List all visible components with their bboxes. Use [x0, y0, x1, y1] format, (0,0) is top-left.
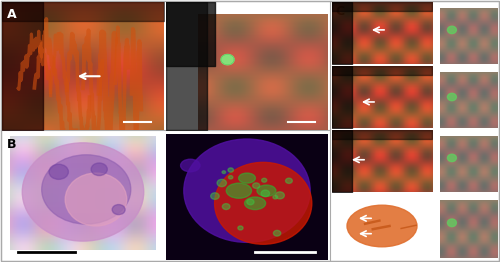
- Ellipse shape: [238, 173, 256, 183]
- Text: B: B: [7, 138, 16, 151]
- Ellipse shape: [448, 93, 456, 101]
- Ellipse shape: [274, 230, 280, 236]
- Ellipse shape: [276, 192, 284, 199]
- Circle shape: [112, 205, 125, 215]
- Circle shape: [91, 163, 108, 176]
- Ellipse shape: [184, 139, 310, 242]
- Circle shape: [49, 164, 68, 179]
- Ellipse shape: [214, 162, 312, 244]
- Ellipse shape: [217, 179, 226, 187]
- Ellipse shape: [228, 168, 234, 172]
- Ellipse shape: [257, 185, 276, 196]
- Ellipse shape: [180, 159, 200, 172]
- Ellipse shape: [244, 197, 266, 210]
- Text: A: A: [7, 8, 16, 21]
- Ellipse shape: [261, 190, 270, 197]
- Ellipse shape: [247, 199, 254, 205]
- Ellipse shape: [238, 226, 243, 230]
- Ellipse shape: [448, 26, 456, 34]
- Ellipse shape: [228, 176, 233, 179]
- Ellipse shape: [286, 178, 292, 183]
- Ellipse shape: [222, 171, 226, 173]
- Ellipse shape: [448, 154, 456, 162]
- Ellipse shape: [65, 173, 126, 226]
- Ellipse shape: [42, 155, 131, 224]
- Polygon shape: [221, 54, 234, 65]
- Ellipse shape: [210, 193, 219, 199]
- Ellipse shape: [448, 219, 456, 227]
- Text: C: C: [336, 4, 344, 18]
- Ellipse shape: [22, 143, 144, 241]
- Ellipse shape: [252, 183, 260, 188]
- Ellipse shape: [222, 204, 230, 210]
- Ellipse shape: [347, 205, 417, 247]
- Ellipse shape: [226, 183, 252, 198]
- Ellipse shape: [262, 178, 267, 182]
- Ellipse shape: [273, 195, 278, 199]
